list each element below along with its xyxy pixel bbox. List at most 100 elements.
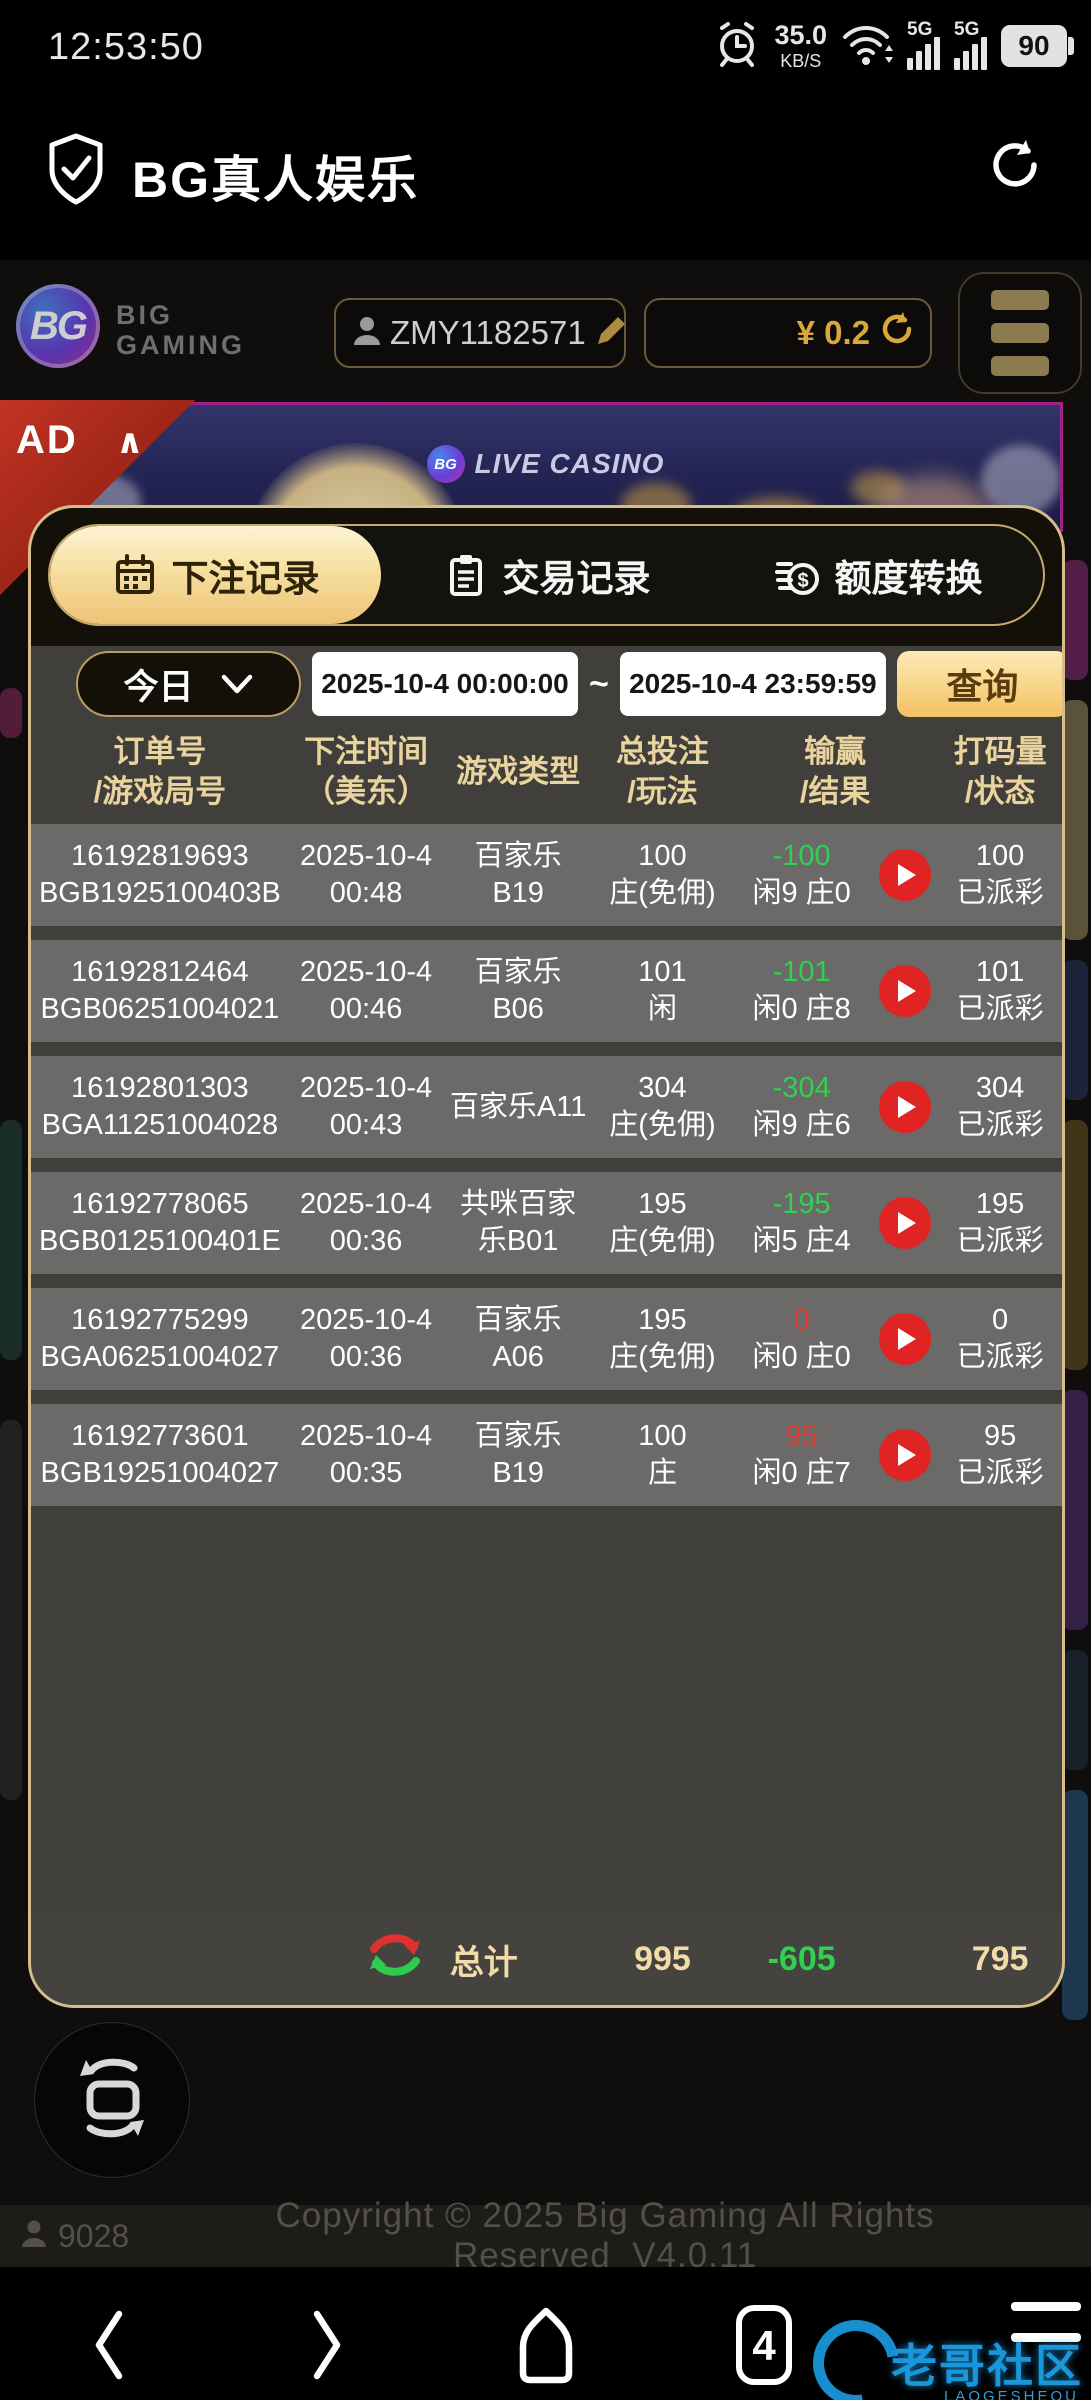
game-round-id: BGA06251004027 bbox=[40, 1341, 280, 1373]
tab[interactable]: $ 下注记录 bbox=[50, 526, 381, 624]
nav-home-button[interactable] bbox=[436, 2290, 654, 2400]
clipboard-icon bbox=[449, 555, 482, 596]
bet-records-modal: $ 下注记录 $ 交易记录 bbox=[28, 505, 1065, 2008]
order-id: 16192819693 bbox=[71, 840, 249, 872]
payout-status: 已派彩 bbox=[956, 1457, 1044, 1489]
page-title: BG真人娱乐 bbox=[132, 152, 419, 208]
play-type: 闲 bbox=[647, 993, 677, 1025]
win-loss-amount: 0 bbox=[793, 1304, 810, 1336]
tab-label: 下注记录 bbox=[171, 558, 320, 599]
play-type: 庄(免佣) bbox=[609, 1225, 716, 1257]
replay-button[interactable] bbox=[878, 849, 931, 901]
turnover-amount: 95 bbox=[983, 1420, 1017, 1452]
nav-menu-button[interactable]: 老哥社区 LAOGESHEQU bbox=[796, 2290, 1091, 2400]
bg-logo[interactable]: BG bbox=[16, 284, 100, 368]
payout-status: 已派彩 bbox=[956, 993, 1044, 1025]
column-header: 下注时间 （美东） bbox=[304, 734, 429, 809]
date-range-separator: ~ bbox=[589, 664, 609, 703]
replay-button[interactable] bbox=[878, 1197, 931, 1249]
game-type: 百家乐B19 bbox=[474, 1420, 562, 1489]
total-win: -605 bbox=[767, 1939, 836, 1978]
nav-tabs-button[interactable]: 4 bbox=[655, 2290, 873, 2400]
bet-record-row[interactable]: 16192773601 BGB19251004027 2025-10-4 00:35… bbox=[31, 1404, 1062, 1506]
game-type: 共咪百家乐B01 bbox=[460, 1188, 577, 1257]
bg-card bbox=[0, 1420, 22, 1800]
collapse-caret-icon: ∧ bbox=[116, 423, 144, 461]
bet-amount: 195 bbox=[638, 1188, 687, 1220]
replay-button[interactable] bbox=[878, 1081, 931, 1133]
bet-amount: 304 bbox=[638, 1072, 687, 1104]
game-round-id: BGB19251004027 bbox=[40, 1457, 280, 1489]
rotate-screen-button[interactable] bbox=[34, 2022, 190, 2178]
hamburger-menu-button[interactable] bbox=[958, 272, 1082, 394]
svg-text:4: 4 bbox=[752, 2322, 776, 2369]
date-from-input[interactable] bbox=[312, 652, 578, 716]
svg-text:$: $ bbox=[797, 570, 808, 592]
bet-date: 2025-10-4 bbox=[299, 1072, 433, 1104]
footer-bar: 9028 Copyright © 2025 Big Gaming All Rig… bbox=[0, 2196, 1091, 2275]
brand-text: BIG GAMING bbox=[116, 300, 245, 360]
bet-amount: 195 bbox=[638, 1304, 687, 1336]
tab[interactable]: $ 额度转换 bbox=[712, 526, 1043, 624]
bet-amount: 100 bbox=[638, 1420, 687, 1452]
refresh-balance-icon[interactable] bbox=[878, 310, 916, 356]
clock-text: 12:53:50 bbox=[48, 26, 204, 68]
turnover-amount: 0 bbox=[992, 1304, 1009, 1336]
play-icon bbox=[898, 1328, 917, 1350]
bet-amount: 101 bbox=[638, 956, 687, 988]
turnover-amount: 304 bbox=[975, 1072, 1025, 1104]
play-icon bbox=[898, 1096, 917, 1118]
username-pill[interactable]: ZMY1182571 bbox=[334, 298, 626, 368]
payout-status: 已派彩 bbox=[956, 1225, 1044, 1257]
rotate-screen-icon bbox=[60, 2046, 164, 2155]
turnover-amount: 100 bbox=[975, 840, 1025, 872]
win-loss-amount: 95 bbox=[785, 1420, 818, 1452]
alarm-icon bbox=[714, 19, 760, 74]
table-total-row: 总计 995 -605 795 bbox=[31, 1913, 1062, 2005]
replay-button[interactable] bbox=[878, 965, 931, 1017]
bet-record-row[interactable]: 16192812464 BGB06251004021 2025-10-4 00:46… bbox=[31, 940, 1062, 1042]
tab[interactable]: $ 交易记录 bbox=[381, 526, 712, 624]
total-label: 总计 bbox=[449, 1943, 518, 1982]
date-preset-dropdown[interactable]: 今日 bbox=[76, 651, 301, 717]
date-to-input[interactable] bbox=[619, 652, 886, 716]
round-result: 闲9 庄0 bbox=[752, 877, 851, 909]
replay-button[interactable] bbox=[878, 1313, 931, 1365]
network-speed: 35.0 KB/S bbox=[774, 20, 827, 71]
play-icon bbox=[898, 1212, 917, 1234]
balance-text: ¥ 0.2 bbox=[796, 314, 870, 351]
order-id: 16192812464 bbox=[71, 956, 249, 988]
bet-record-row[interactable]: 16192778065 BGB0125100401E 2025-10-4 00:36… bbox=[31, 1172, 1062, 1274]
banner-title-text: LIVE CASINO bbox=[474, 448, 665, 479]
order-id: 16192773601 bbox=[71, 1420, 249, 1452]
bet-record-row[interactable]: 16192819693 BGB1925100403B 2025-10-4 00:48… bbox=[31, 824, 1062, 926]
round-result: 闲9 庄6 bbox=[752, 1109, 851, 1141]
edit-pencil-icon[interactable] bbox=[594, 314, 628, 353]
refresh-page-icon[interactable] bbox=[986, 136, 1044, 199]
shield-check-icon[interactable] bbox=[44, 132, 108, 213]
bg-card bbox=[1062, 1120, 1088, 1370]
banner-bg-logo: BG bbox=[426, 445, 465, 483]
online-users-icon bbox=[20, 2219, 48, 2254]
column-header: 打码量/状态 bbox=[953, 734, 1047, 809]
balance-pill[interactable]: ¥ 0.2 bbox=[644, 298, 932, 368]
bet-date: 2025-10-4 bbox=[299, 1188, 433, 1220]
nav-forward-button[interactable] bbox=[218, 2290, 436, 2400]
bet-date: 2025-10-4 bbox=[299, 956, 433, 988]
bet-record-row[interactable]: 16192775299 BGA06251004027 2025-10-4 00:36… bbox=[31, 1288, 1062, 1390]
game-type: 百家乐A11 bbox=[449, 1090, 587, 1123]
hamburger-lines-icon bbox=[855, 2302, 1085, 2342]
win-loss-amount: -101 bbox=[772, 956, 831, 988]
search-button[interactable]: 查询 bbox=[896, 651, 1062, 717]
bet-amount: 100 bbox=[638, 840, 687, 872]
round-result: 闲0 庄7 bbox=[752, 1457, 851, 1489]
nav-back-button[interactable] bbox=[0, 2290, 218, 2400]
total-bet: 995 bbox=[634, 1939, 691, 1978]
bet-record-row[interactable]: 16192801303 BGA11251004028 2025-10-4 00:43… bbox=[31, 1056, 1062, 1158]
swap-arrows-icon bbox=[364, 1927, 426, 1992]
game-type: 百家乐B06 bbox=[474, 956, 562, 1025]
battery-icon: 90 bbox=[1001, 25, 1074, 67]
column-header: 总投注/玩法 bbox=[615, 734, 709, 809]
replay-button[interactable] bbox=[878, 1429, 931, 1481]
